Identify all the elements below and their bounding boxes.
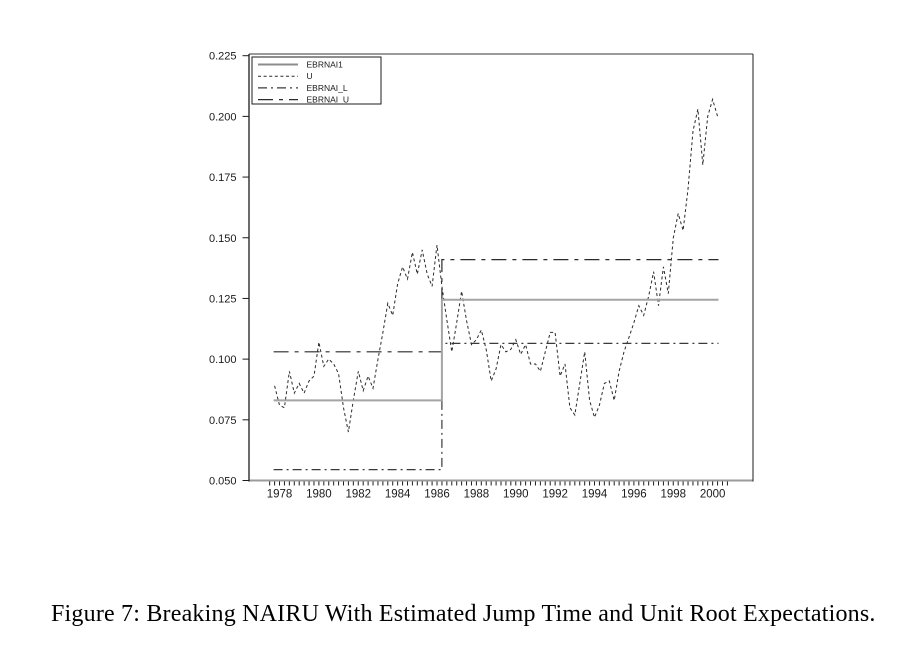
x-tick-label: 1994 [582,489,608,501]
series-line-EBRNAI1 [273,298,719,402]
x-tick-label: 1992 [542,489,568,501]
y-tick-label: 0.175 [209,172,237,184]
nairu-chart: 0.225 0.200 0.175 0.150 0.125 0.100 0.075 0.050… [209,51,754,501]
series-line-U [274,97,719,433]
x-tick-label: 1998 [660,489,686,501]
legend-label-EBRNAI1: EBRNAI1 [307,60,344,70]
x-tick-label: 1990 [503,489,529,501]
legend-box [251,56,382,105]
x-tick-label: 1982 [345,489,371,501]
y-tick-label: 0.225 [209,51,237,63]
series-line-EBRNAI_U [273,259,719,353]
series-line-EBRNAI_L [273,342,719,471]
figure-caption: Figure 7: Breaking NAIRU With Estimated … [51,601,876,627]
x-tick-label: 1986 [424,489,450,501]
y-tick-label: 0.200 [209,111,237,123]
y-tick-label: 0.050 [209,476,237,488]
legend-label-EBRNAI_L: EBRNAI_L [307,83,348,93]
x-tick-label: 1980 [306,489,332,501]
y-tick-label: 0.125 [209,293,237,305]
y-tick-label: 0.150 [209,233,237,245]
x-tick-label: 1978 [267,489,293,501]
x-tick-label: 1988 [464,489,490,501]
x-tick-label: 1996 [621,489,647,501]
y-tick-label: 0.075 [209,415,237,427]
x-tick-label: 1984 [385,489,411,501]
legend-label-EBRNAI_U: EBRNAI_U [307,95,350,105]
x-tick-label: 2000 [700,489,726,501]
y-tick-label: 0.100 [209,354,237,366]
legend-label-U: U [307,71,313,81]
